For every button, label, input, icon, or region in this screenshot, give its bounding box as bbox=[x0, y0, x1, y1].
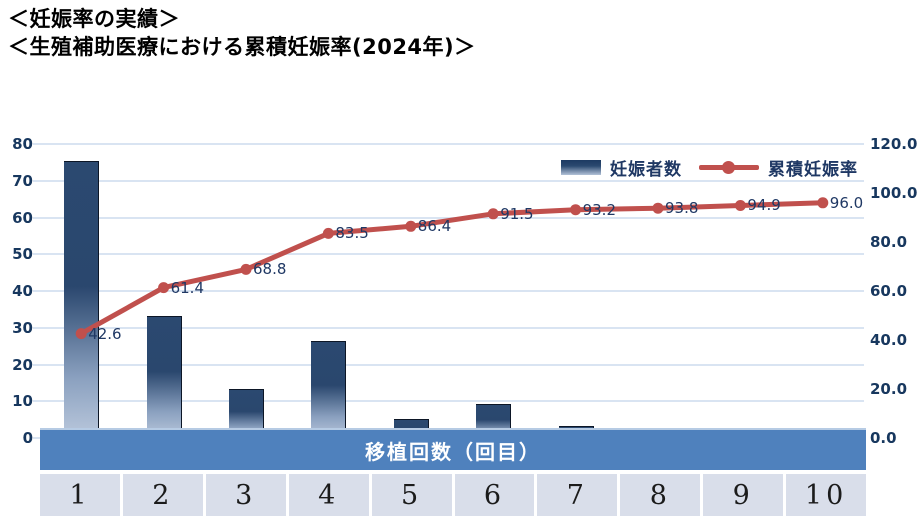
left-axis-tick: 50 bbox=[12, 245, 33, 264]
line-value-label: 91.5 bbox=[500, 204, 534, 223]
line-value-label: 93.8 bbox=[665, 199, 699, 218]
legend-bar-label: 妊娠者数 bbox=[610, 160, 682, 180]
line-marker-icon bbox=[817, 197, 829, 209]
category-label-2: 2 bbox=[122, 474, 203, 516]
category-label-5: 5 bbox=[371, 474, 452, 516]
left-axis-tick: 0 bbox=[22, 429, 33, 447]
category-label-8: 8 bbox=[620, 474, 701, 516]
left-axis-tick: 60 bbox=[12, 208, 33, 227]
x-axis-title-band: 移植回数（回目） bbox=[40, 428, 866, 470]
legend-line-sample-icon bbox=[699, 161, 759, 174]
left-axis-labels: 0 10 20 30 40 50 60 70 80 bbox=[0, 135, 35, 447]
gridline bbox=[33, 253, 864, 256]
x-axis-category-row: 1 2 3 4 5 6 7 8 9 10 bbox=[40, 474, 867, 516]
right-axis-tick: 0.0 bbox=[870, 429, 897, 447]
line-value-label: 94.9 bbox=[747, 196, 781, 215]
gridline bbox=[33, 363, 864, 366]
right-axis-labels: 0.0 20.0 40.0 60.0 80.0 100.0 120.0 bbox=[869, 135, 922, 447]
line-value-label: 42.6 bbox=[88, 324, 122, 343]
line-marker-icon bbox=[322, 227, 334, 239]
plot-area: 42.6 61.4 68.8 83.5 86.4 91.5 93.2 93.8 94.9 96.0… bbox=[33, 143, 864, 439]
legend-line-label: 累積妊娠率 bbox=[768, 160, 858, 180]
legend-line-marker-icon bbox=[722, 161, 735, 174]
category-label-10: 10 bbox=[786, 474, 867, 516]
line-marker-icon bbox=[734, 200, 746, 211]
line-marker-icon bbox=[75, 328, 87, 340]
legend-bar-swatch-icon bbox=[561, 160, 601, 175]
title-line-2: ＜生殖補助医療における累積妊娠率(2024年)＞ bbox=[8, 35, 476, 59]
right-axis-tick: 40.0 bbox=[870, 331, 908, 349]
bar-transfer-1 bbox=[64, 161, 100, 438]
left-axis-tick: 40 bbox=[12, 282, 33, 300]
gridline bbox=[33, 290, 864, 292]
gridline bbox=[33, 179, 864, 182]
gridline bbox=[33, 143, 864, 145]
legend: 妊娠者数 累積妊娠率 bbox=[561, 155, 858, 180]
gridline bbox=[33, 326, 864, 329]
line-marker-icon bbox=[652, 202, 664, 214]
line-value-label: 68.8 bbox=[253, 260, 287, 279]
x-axis-title: 移植回数（回目） bbox=[365, 439, 541, 464]
right-axis-tick: 60.0 bbox=[870, 282, 908, 300]
category-label-4: 4 bbox=[288, 474, 369, 516]
page-title: ＜妊娠率の実績＞ ＜生殖補助医療における累積妊娠率(2024年)＞ bbox=[8, 5, 476, 61]
category-label-3: 3 bbox=[205, 474, 286, 516]
right-axis-tick: 20.0 bbox=[870, 380, 908, 398]
gridline bbox=[33, 400, 864, 403]
left-axis-tick: 10 bbox=[12, 392, 33, 411]
left-axis-tick: 70 bbox=[12, 171, 33, 190]
line-value-label: 83.5 bbox=[335, 224, 369, 243]
gridline bbox=[33, 216, 864, 219]
category-label-1: 1 bbox=[40, 474, 120, 516]
line-marker-icon bbox=[405, 220, 417, 232]
left-axis-tick: 20 bbox=[12, 355, 33, 374]
line-marker-icon bbox=[158, 282, 170, 294]
title-line-1: ＜妊娠率の実績＞ bbox=[8, 7, 180, 31]
category-label-6: 6 bbox=[454, 474, 535, 516]
line-marker-icon bbox=[570, 204, 582, 216]
category-label-7: 7 bbox=[537, 474, 618, 516]
bar-transfer-2 bbox=[146, 315, 182, 438]
line-marker-icon bbox=[487, 208, 499, 220]
line-value-label: 61.4 bbox=[170, 278, 204, 297]
left-axis-tick: 80 bbox=[12, 135, 33, 153]
line-marker-icon bbox=[240, 263, 252, 275]
right-axis-tick: 100.0 bbox=[870, 184, 918, 202]
category-label-9: 9 bbox=[703, 474, 784, 516]
line-value-label: 86.4 bbox=[417, 217, 452, 236]
bar-transfer-4 bbox=[311, 341, 347, 438]
left-axis-tick: 30 bbox=[12, 318, 33, 337]
line-value-label: 96.0 bbox=[829, 193, 864, 212]
line-value-label: 93.2 bbox=[582, 200, 616, 219]
cumulative-rate-line bbox=[75, 197, 829, 340]
right-axis-tick: 80.0 bbox=[870, 233, 908, 251]
right-axis-tick: 120.0 bbox=[870, 135, 918, 153]
